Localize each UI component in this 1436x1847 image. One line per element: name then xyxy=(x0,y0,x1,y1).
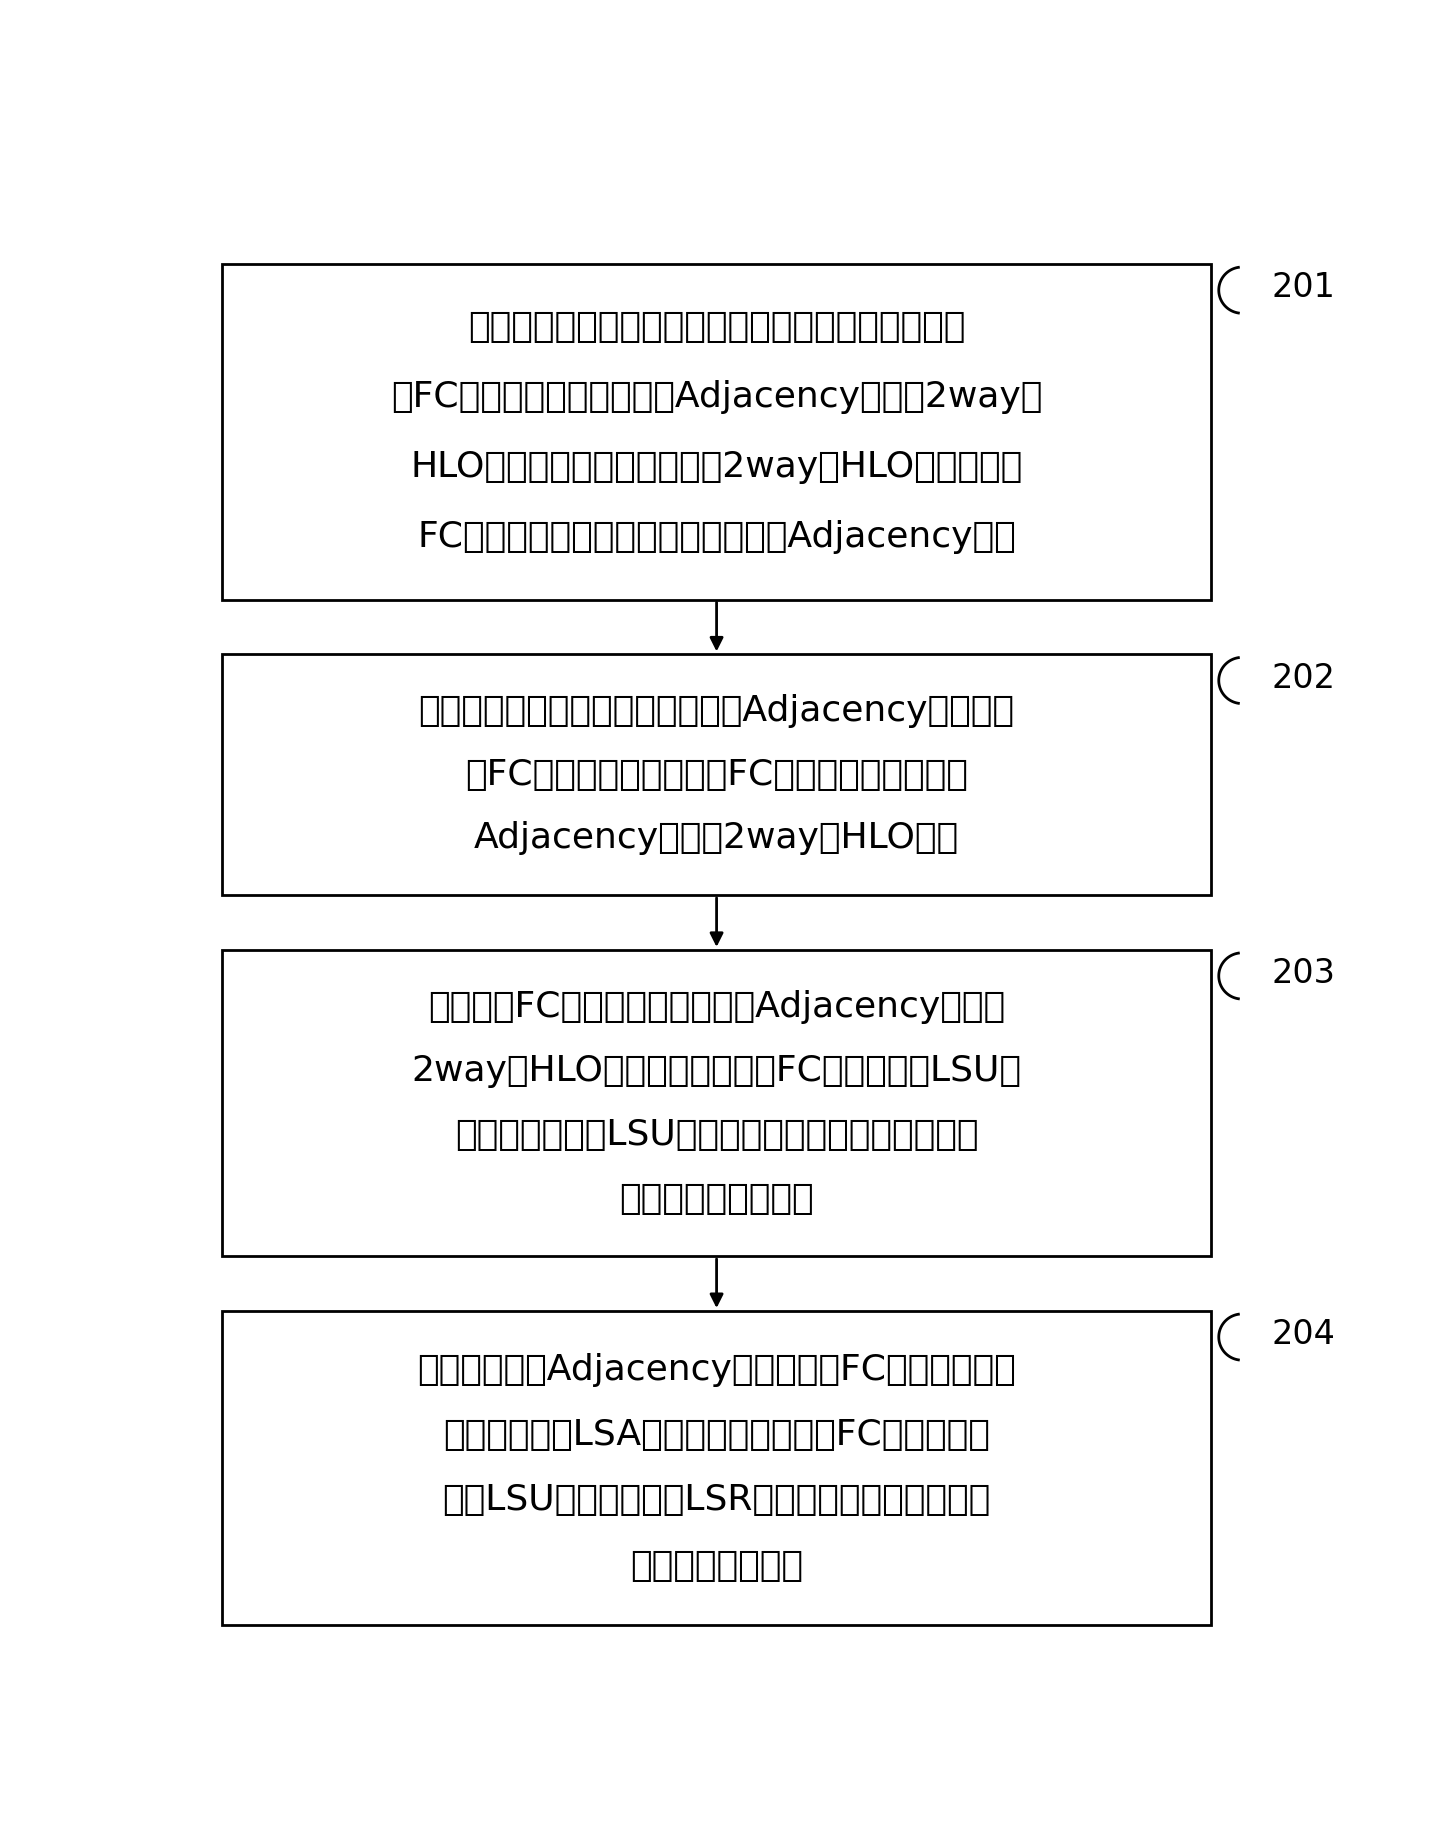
Bar xyxy=(223,264,1211,600)
Text: 当保持与本机Adjacency关系的邻居FC交换机针对本: 当保持与本机Adjacency关系的邻居FC交换机针对本 xyxy=(418,1352,1015,1387)
Text: HLO报文，则确认发现发送该2way的HLO报文的邻居: HLO报文，则确认发现发送该2way的HLO报文的邻居 xyxy=(411,449,1022,484)
Text: Adjacency关系的2way的HLO报文: Adjacency关系的2way的HLO报文 xyxy=(474,822,959,855)
Text: 到的LSU报文中的所有LSR同步至本机、并待同步结: 到的LSU报文中的所有LSR同步至本机、并待同步结 xyxy=(442,1483,991,1518)
Text: 2way的HLO报文后，向该邻居FC交换机发送LSU报: 2way的HLO报文后，向该邻居FC交换机发送LSU报 xyxy=(412,1055,1021,1088)
Text: FC交换机在本机重启前已与本机建立Adjacency关系: FC交换机在本机重启前已与本机建立Adjacency关系 xyxy=(418,519,1015,554)
Bar xyxy=(223,654,1211,896)
Text: 机的请求回应LSA报文后，将从该邻居FC交换机接收: 机的请求回应LSA报文后，将从该邻居FC交换机接收 xyxy=(444,1418,989,1452)
Text: 居FC交换机后，向该邻居FC交换机回应用于保活: 居FC交换机后，向该邻居FC交换机回应用于保活 xyxy=(465,757,968,792)
Text: 文、并在发送的LSU报文中携带表示请求状态不变迁: 文、并在发送的LSU报文中携带表示请求状态不变迁 xyxy=(455,1117,978,1153)
Text: 202: 202 xyxy=(1271,661,1335,694)
Text: 当本机发生重启后，若在预定的等待期间内接收到邻: 当本机发生重启后，若在预定的等待期间内接收到邻 xyxy=(468,310,965,344)
Text: 的初始化同步的标记: 的初始化同步的标记 xyxy=(619,1182,814,1215)
Text: 居FC交换机发送的用于保活Adjacency关系的2way的: 居FC交换机发送的用于保活Adjacency关系的2way的 xyxy=(391,380,1043,414)
Text: 203: 203 xyxy=(1271,957,1335,990)
Text: 束后触发路由计算: 束后触发路由计算 xyxy=(630,1550,803,1583)
Bar xyxy=(223,949,1211,1256)
Text: 204: 204 xyxy=(1271,1319,1335,1352)
Bar xyxy=(223,1311,1211,1625)
Text: 当发现在本机重启前已与本机建立Adjacency关系的邻: 当发现在本机重启前已与本机建立Adjacency关系的邻 xyxy=(418,694,1015,728)
Text: 201: 201 xyxy=(1271,272,1335,305)
Text: 当向邻居FC交换机回应用于保活Adjacency关系的: 当向邻居FC交换机回应用于保活Adjacency关系的 xyxy=(428,990,1005,1025)
